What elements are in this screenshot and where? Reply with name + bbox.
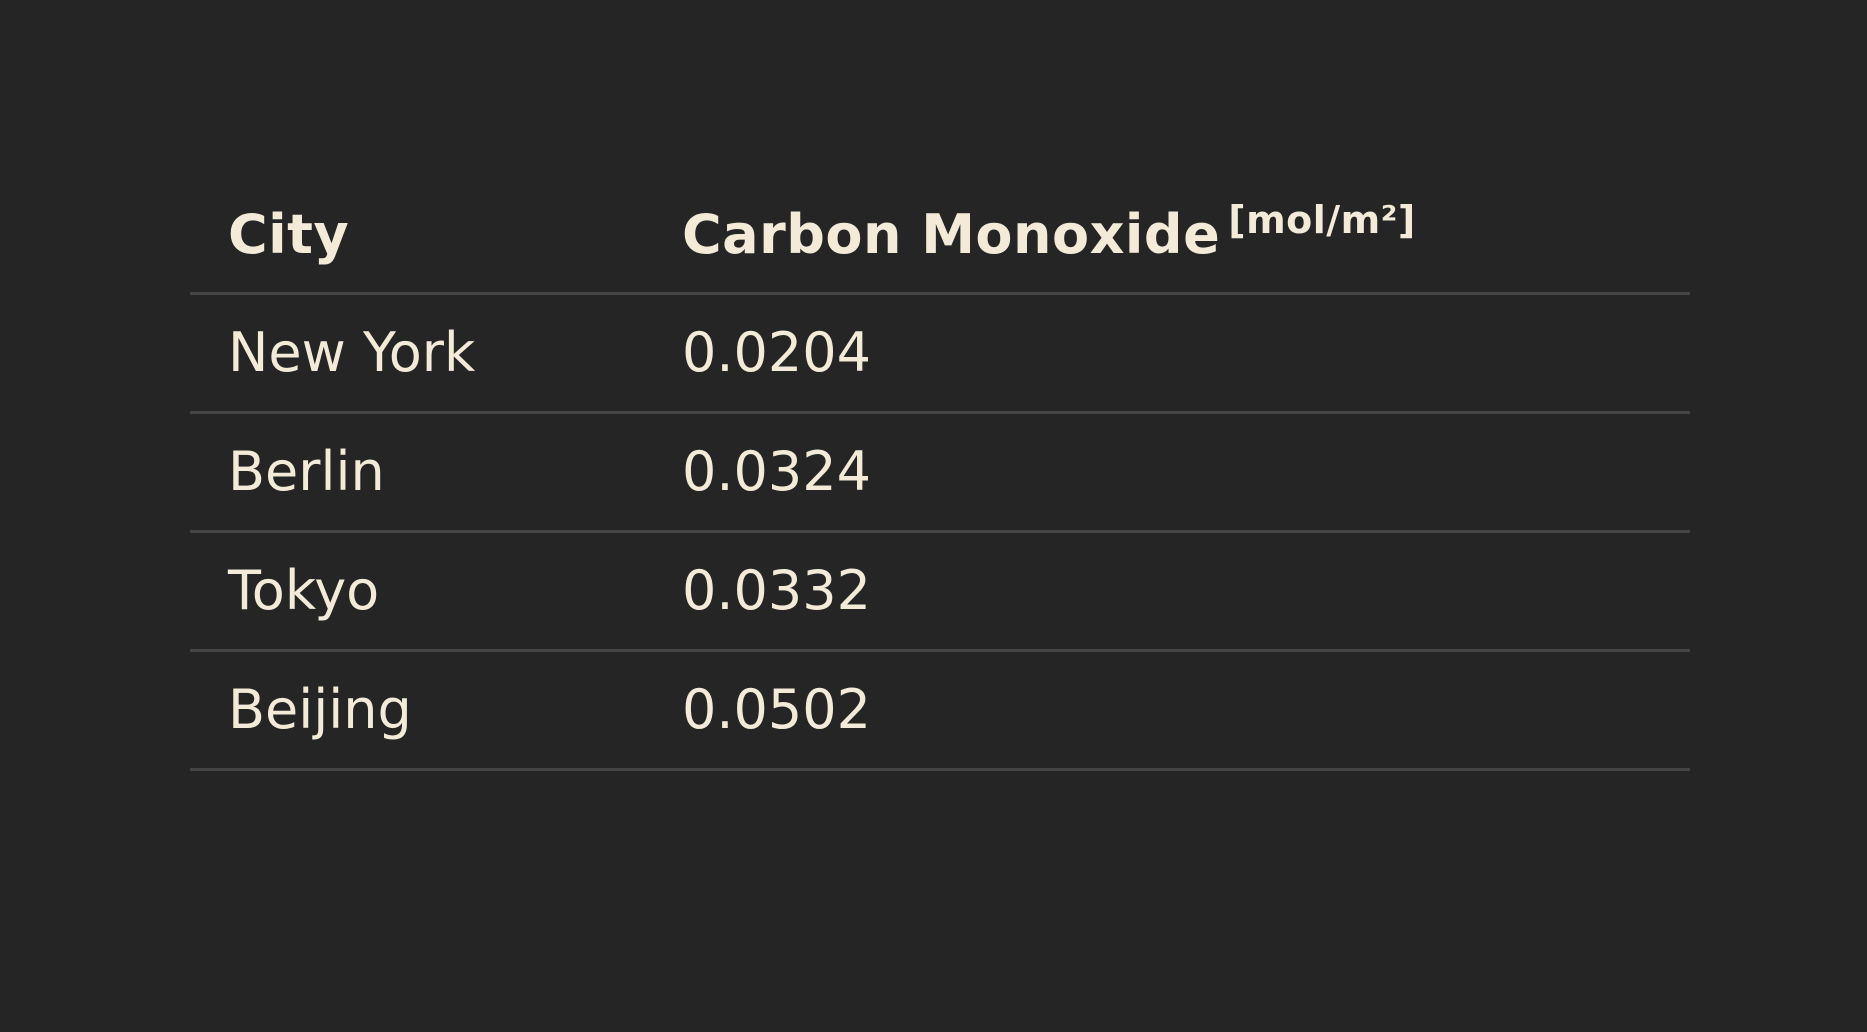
data-table: City Carbon Monoxide [mol/m²] New York 0.…	[190, 178, 1690, 771]
table-row: Beijing 0.0502	[190, 652, 1690, 771]
table-header-row: City Carbon Monoxide [mol/m²]	[190, 178, 1690, 295]
city-cell: Berlin	[228, 440, 385, 503]
city-cell: New York	[228, 321, 476, 384]
column-header-label: Carbon Monoxide	[682, 203, 1221, 266]
table-row: New York 0.0204	[190, 295, 1690, 414]
column-header-carbon-monoxide: Carbon Monoxide [mol/m²]	[682, 201, 1416, 262]
value-cell: 0.0324	[682, 440, 871, 503]
value-cell: 0.0502	[682, 678, 871, 741]
column-unit: [mol/m²]	[1228, 198, 1416, 242]
value-cell: 0.0332	[682, 559, 871, 622]
table-row: Berlin 0.0324	[190, 414, 1690, 533]
city-cell: Beijing	[228, 678, 412, 741]
column-header-city: City	[228, 203, 350, 266]
table-row: Tokyo 0.0332	[190, 533, 1690, 652]
city-cell: Tokyo	[228, 559, 380, 622]
value-cell: 0.0204	[682, 321, 871, 384]
